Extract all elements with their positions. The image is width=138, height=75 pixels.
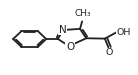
Text: O: O xyxy=(66,42,74,52)
Text: CH₃: CH₃ xyxy=(75,9,91,18)
Text: OH: OH xyxy=(116,28,131,37)
Text: O: O xyxy=(105,48,113,57)
Text: N: N xyxy=(59,25,67,35)
